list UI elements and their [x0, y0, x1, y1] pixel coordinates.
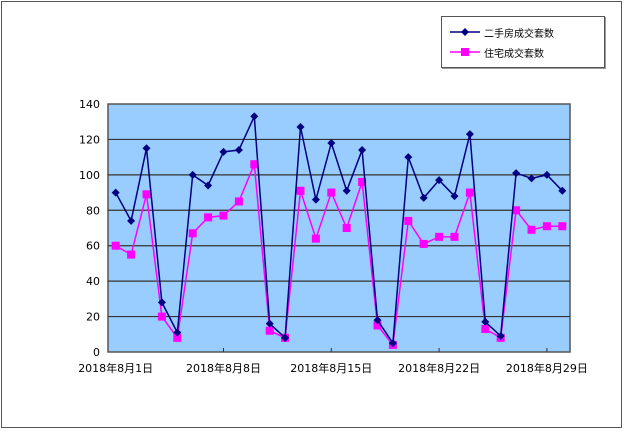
data-point [219, 211, 228, 220]
data-point [481, 317, 490, 326]
y-axis: 0 20 40 60 80 100 120 140 [79, 98, 100, 359]
series-diamond [111, 112, 567, 348]
data-point [419, 239, 428, 248]
data-point [111, 188, 120, 197]
data-point [450, 192, 459, 201]
data-point [496, 332, 505, 341]
x-tick-label: 2018年8月8日 [186, 361, 261, 375]
x-axis: 2018年8月1日 2018年8月8日 2018年8月15日 2018年8月22日 20… [78, 348, 588, 375]
data-point [342, 186, 351, 195]
data-point [373, 316, 382, 325]
data-point [512, 169, 521, 178]
y-tick-label: 80 [86, 204, 100, 217]
data-point [265, 319, 274, 328]
x-tick-label: 2018年8月15日 [290, 361, 372, 375]
data-point [512, 206, 521, 215]
data-point [250, 160, 259, 169]
data-point [558, 222, 567, 231]
data-point [281, 333, 290, 342]
data-point [127, 250, 136, 259]
data-point [542, 222, 551, 231]
data-point [173, 333, 182, 342]
data-point [188, 229, 197, 238]
data-point [358, 177, 367, 186]
y-tick-label: 140 [79, 98, 100, 111]
data-point [219, 147, 228, 156]
data-point [296, 123, 305, 132]
series-square [111, 160, 567, 349]
data-point [388, 339, 397, 348]
data-point [204, 213, 213, 222]
x-tick-label: 2018年8月1日 [78, 361, 153, 375]
data-point [142, 190, 151, 199]
data-point [127, 216, 136, 225]
data-point [450, 232, 459, 241]
data-point [234, 197, 243, 206]
square-marker-icon [450, 48, 480, 56]
data-point [435, 232, 444, 241]
diamond-marker-icon [450, 28, 480, 36]
data-point [481, 324, 490, 333]
data-point [404, 153, 413, 162]
legend: 二手房成交套数 住宅成交套数 [441, 16, 605, 68]
data-point [111, 241, 120, 250]
data-point [311, 234, 320, 243]
legend-item-residential: 住宅成交套数 [450, 44, 544, 60]
data-point [234, 146, 243, 155]
data-point [558, 186, 567, 195]
x-tick-label: 2018年8月22日 [398, 361, 480, 375]
data-point [342, 224, 351, 232]
data-point [327, 138, 336, 147]
data-point [465, 130, 474, 139]
data-point [373, 321, 382, 330]
y-tick-label: 120 [79, 133, 100, 146]
legend-label: 二手房成交套数 [484, 28, 554, 40]
data-series [111, 112, 567, 349]
x-tick-label: 2018年8月29日 [506, 361, 588, 375]
data-point [204, 181, 213, 190]
data-point [311, 195, 320, 204]
data-point [157, 312, 166, 321]
data-point [142, 144, 151, 153]
data-point [157, 298, 166, 307]
data-point [250, 112, 259, 121]
data-point [465, 188, 474, 197]
data-point [527, 174, 536, 183]
data-point [358, 146, 367, 155]
data-point [404, 216, 413, 225]
y-tick-label: 0 [93, 346, 100, 359]
y-tick-label: 20 [86, 311, 100, 324]
data-point [542, 170, 551, 179]
y-tick-label: 60 [86, 240, 100, 253]
y-tick-label: 100 [79, 169, 100, 182]
data-point [435, 176, 444, 185]
data-point [265, 326, 274, 335]
plot-area [107, 103, 571, 353]
data-point [419, 193, 428, 202]
legend-label: 住宅成交套数 [484, 48, 544, 60]
data-point [173, 328, 182, 337]
data-point [296, 186, 305, 195]
data-point [327, 188, 336, 197]
data-point [527, 225, 536, 234]
y-tick-label: 40 [86, 275, 100, 288]
legend-item-resale: 二手房成交套数 [450, 24, 554, 40]
data-point [188, 170, 197, 179]
